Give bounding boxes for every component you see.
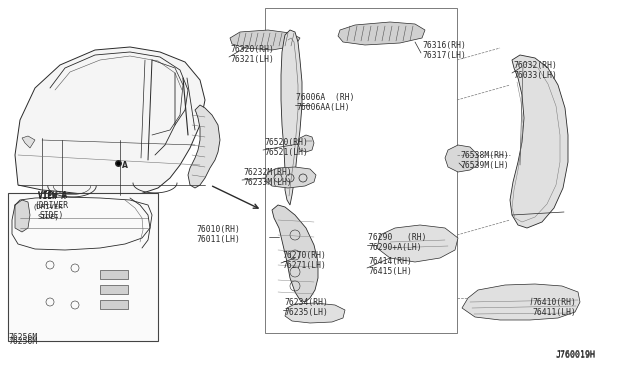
Text: 76256M: 76256M: [8, 333, 37, 342]
Text: 76010(RH): 76010(RH): [196, 225, 240, 234]
Text: 76521(LH): 76521(LH): [264, 148, 308, 157]
Text: 76414(RH): 76414(RH): [368, 257, 412, 266]
Polygon shape: [281, 30, 302, 205]
Text: SIDE): SIDE): [38, 214, 60, 221]
Text: 76520(RH): 76520(RH): [264, 138, 308, 147]
Polygon shape: [445, 145, 478, 172]
Text: A: A: [122, 161, 128, 170]
Text: 76271(LH): 76271(LH): [282, 261, 326, 270]
Polygon shape: [15, 200, 30, 232]
Text: 76006AA(LH): 76006AA(LH): [296, 103, 349, 112]
Bar: [8, 193, 158, 341]
Text: 76539M(LH): 76539M(LH): [460, 161, 509, 170]
Bar: [100, 285, 128, 294]
Text: 76235(LH): 76235(LH): [284, 308, 328, 317]
Text: 76256M: 76256M: [8, 337, 37, 346]
Text: 76232M(RH): 76232M(RH): [243, 168, 292, 177]
Text: 76290   (RH): 76290 (RH): [368, 233, 426, 242]
Text: 76011(LH): 76011(LH): [196, 235, 240, 244]
Polygon shape: [338, 22, 425, 45]
Polygon shape: [15, 47, 205, 196]
Text: 76410(RH): 76410(RH): [532, 298, 576, 307]
Polygon shape: [265, 167, 316, 188]
Polygon shape: [22, 136, 35, 148]
Text: (DRIVER: (DRIVER: [34, 201, 68, 210]
Text: 76233M(LH): 76233M(LH): [243, 178, 292, 187]
Text: 76316(RH): 76316(RH): [422, 41, 466, 50]
Polygon shape: [188, 105, 220, 188]
Polygon shape: [230, 30, 300, 50]
Text: 76321(LH): 76321(LH): [230, 55, 274, 64]
Bar: [100, 270, 128, 279]
Text: 76234(RH): 76234(RH): [284, 298, 328, 307]
Text: SIDE): SIDE): [40, 211, 65, 220]
Polygon shape: [298, 135, 314, 152]
Text: 76320(RH): 76320(RH): [230, 45, 274, 54]
Text: J760019H: J760019H: [556, 351, 596, 360]
Polygon shape: [285, 303, 345, 323]
Polygon shape: [377, 225, 458, 262]
Text: 76411(LH): 76411(LH): [532, 308, 576, 317]
Text: VIEW A: VIEW A: [38, 191, 67, 200]
Text: 76032(RH): 76032(RH): [513, 61, 557, 70]
Text: 76317(LH): 76317(LH): [422, 51, 466, 60]
Text: 76006A  (RH): 76006A (RH): [296, 93, 355, 102]
Text: 76538M(RH): 76538M(RH): [460, 151, 509, 160]
Polygon shape: [272, 205, 318, 302]
Text: 76270(RH): 76270(RH): [282, 251, 326, 260]
Text: VIEW A: VIEW A: [38, 192, 66, 201]
Text: 76290+A(LH): 76290+A(LH): [368, 243, 422, 252]
Text: (DRIVER: (DRIVER: [33, 204, 63, 211]
Polygon shape: [510, 55, 568, 228]
Text: 76415(LH): 76415(LH): [368, 267, 412, 276]
Text: 76033(LH): 76033(LH): [513, 71, 557, 80]
Text: J760019H: J760019H: [556, 350, 596, 359]
Bar: [100, 300, 128, 309]
Bar: [265, 8, 457, 333]
Polygon shape: [462, 284, 580, 320]
